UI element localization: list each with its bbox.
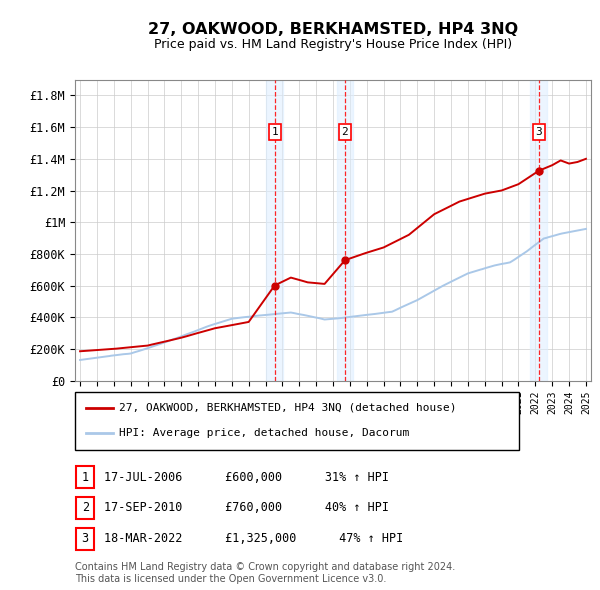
Text: HPI: Average price, detached house, Dacorum: HPI: Average price, detached house, Daco… (119, 428, 410, 438)
Text: Contains HM Land Registry data © Crown copyright and database right 2024.
This d: Contains HM Land Registry data © Crown c… (75, 562, 455, 584)
Text: 1: 1 (82, 471, 89, 484)
Text: 17-SEP-2010      £760,000      40% ↑ HPI: 17-SEP-2010 £760,000 40% ↑ HPI (104, 502, 389, 514)
Bar (266, 80, 283, 381)
Text: 27, OAKWOOD, BERKHAMSTED, HP4 3NQ (detached house): 27, OAKWOOD, BERKHAMSTED, HP4 3NQ (detac… (119, 403, 457, 413)
Bar (530, 80, 547, 381)
Text: 2: 2 (82, 502, 89, 514)
Text: 1: 1 (271, 127, 278, 137)
Bar (337, 80, 353, 381)
Text: 27, OAKWOOD, BERKHAMSTED, HP4 3NQ: 27, OAKWOOD, BERKHAMSTED, HP4 3NQ (148, 22, 518, 37)
Text: 17-JUL-2006      £600,000      31% ↑ HPI: 17-JUL-2006 £600,000 31% ↑ HPI (104, 471, 389, 484)
Text: 18-MAR-2022      £1,325,000      47% ↑ HPI: 18-MAR-2022 £1,325,000 47% ↑ HPI (104, 532, 404, 545)
Text: 2: 2 (341, 127, 349, 137)
Text: 3: 3 (536, 127, 542, 137)
Text: 3: 3 (82, 532, 89, 545)
Text: Price paid vs. HM Land Registry's House Price Index (HPI): Price paid vs. HM Land Registry's House … (154, 38, 512, 51)
